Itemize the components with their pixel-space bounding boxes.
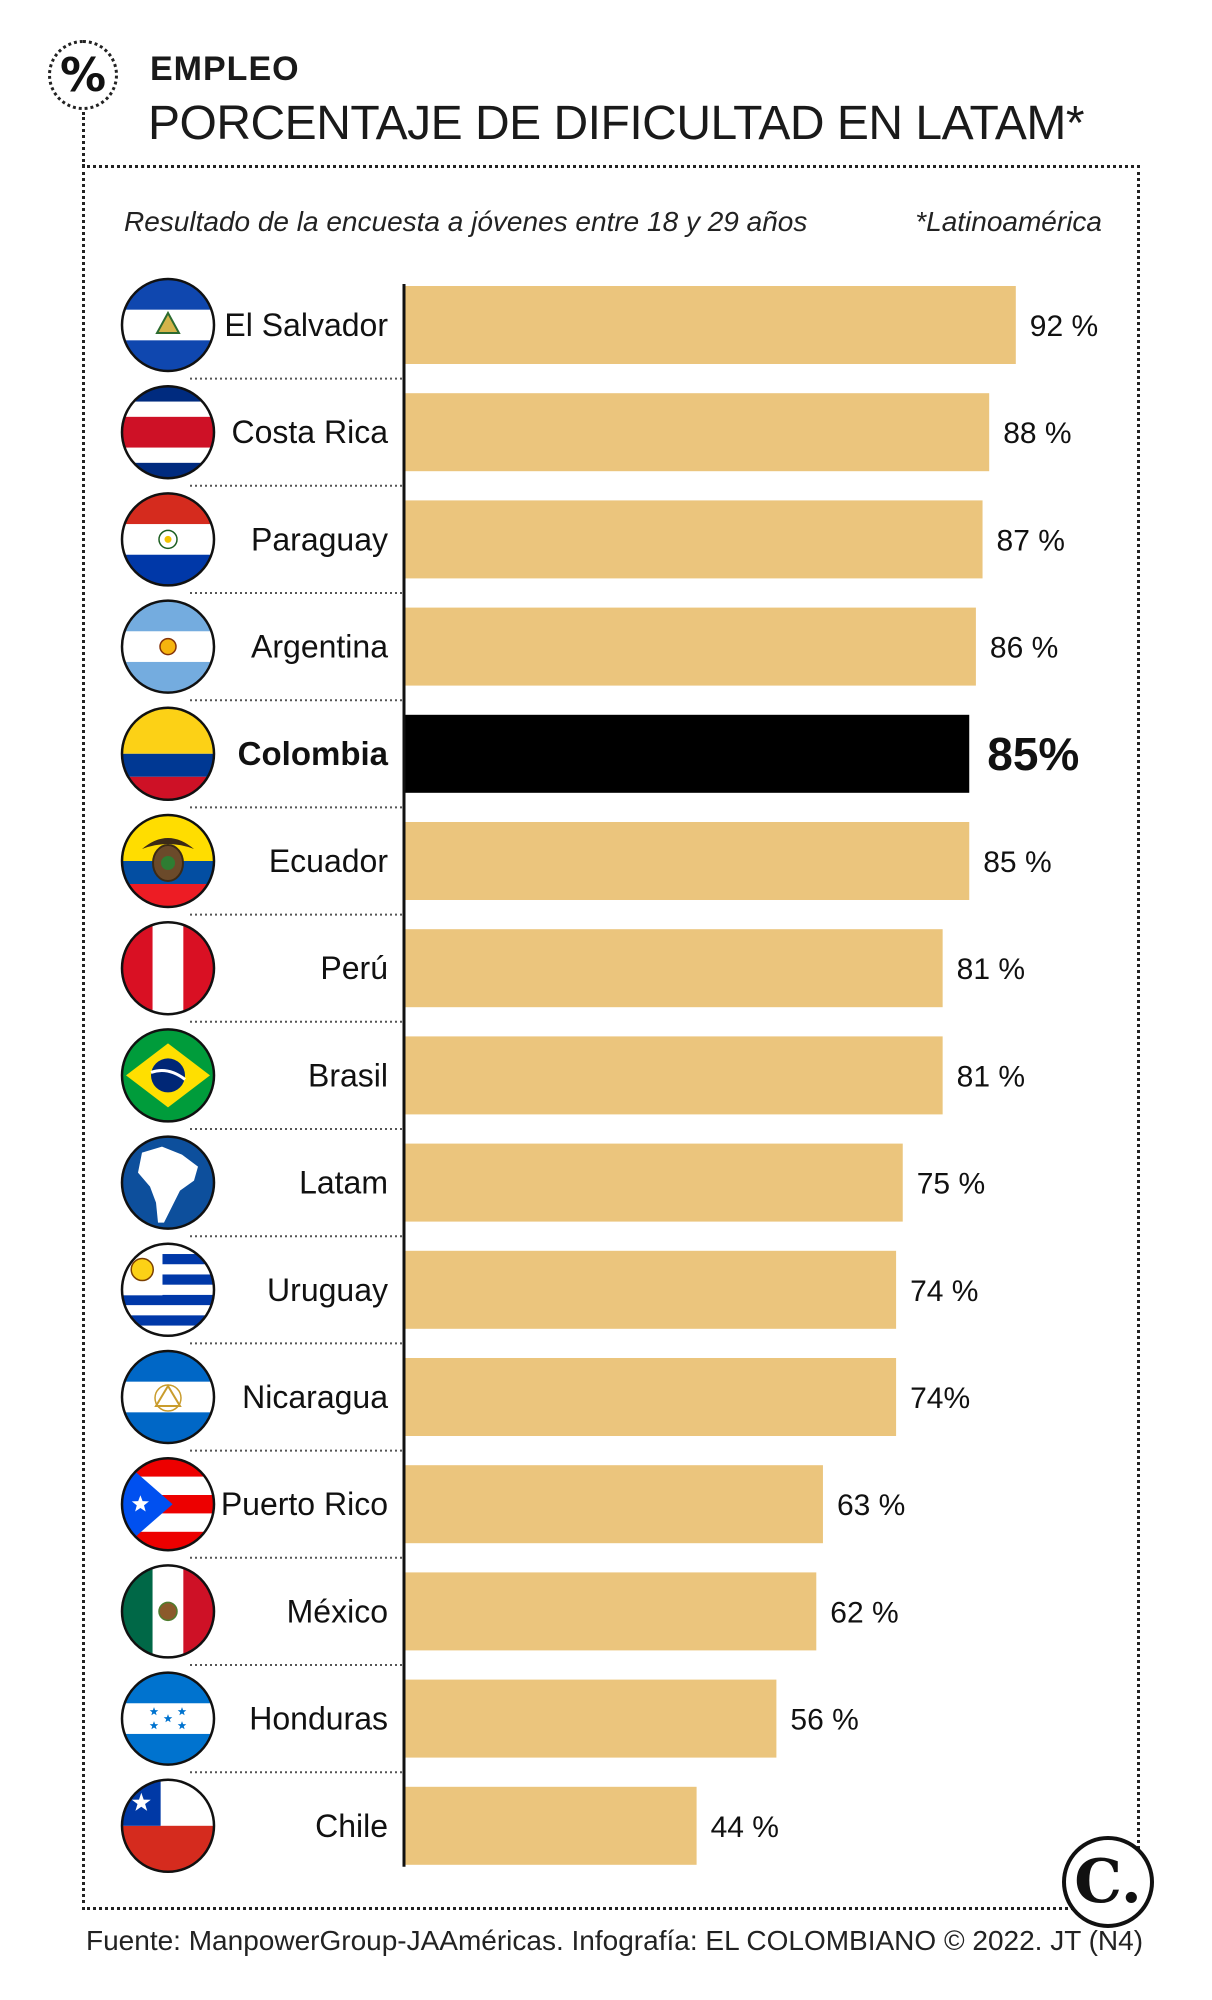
brazil-flag-icon bbox=[120, 1028, 216, 1123]
chart-title: PORCENTAJE DE DIFICULTAD EN LATAM* bbox=[148, 97, 1085, 150]
percent-icon: % bbox=[48, 40, 118, 110]
source-credit: Fuente: ManpowerGroup-JAAméricas. Infogr… bbox=[86, 1925, 1144, 1956]
category-label: Brasil bbox=[308, 1057, 388, 1093]
category-label: Paraguay bbox=[251, 521, 388, 557]
bar bbox=[404, 1143, 903, 1222]
category-label: Chile bbox=[315, 1808, 388, 1844]
chart-frame bbox=[82, 165, 1140, 1910]
honduras-flag-icon bbox=[120, 1671, 216, 1766]
logo-letter: C. bbox=[1074, 1847, 1142, 1917]
bar bbox=[404, 393, 990, 472]
costa-rica-flag-icon bbox=[120, 384, 216, 480]
bar-row-ecuador: Ecuador 85 % bbox=[120, 813, 1052, 909]
bar-row-argentina: Argentina 86 % bbox=[120, 599, 1058, 694]
bar-row-costa-rica: Costa Rica 88 % bbox=[120, 384, 1072, 480]
value-label: 85% bbox=[987, 728, 1079, 780]
percent-symbol: % bbox=[59, 48, 107, 102]
value-label: 74 % bbox=[910, 1275, 978, 1308]
bar-row-chile: Chile 44 % bbox=[120, 1778, 779, 1874]
category-label: Latam bbox=[299, 1165, 388, 1201]
value-label: 75 % bbox=[917, 1168, 985, 1201]
paraguay-flag-icon bbox=[120, 492, 216, 587]
nicaragua-flag-icon bbox=[120, 1349, 216, 1445]
bar bbox=[404, 1679, 777, 1758]
category-label: El Salvador bbox=[224, 307, 388, 343]
category-label: Costa Rica bbox=[232, 414, 389, 450]
bar-row-colombia: Colombia 85% bbox=[120, 706, 1079, 802]
bar bbox=[404, 286, 1016, 364]
category-label: Nicaragua bbox=[242, 1379, 388, 1415]
el-colombiano-logo: C. bbox=[1062, 1836, 1154, 1928]
mexico-flag-icon bbox=[120, 1564, 216, 1659]
uruguay-flag-icon bbox=[120, 1242, 216, 1338]
category-label: Ecuador bbox=[269, 843, 389, 879]
bar bbox=[404, 1465, 823, 1544]
bar-row-brasil: Brasil 81 % bbox=[120, 1028, 1025, 1123]
category-label: Colombia bbox=[238, 735, 389, 772]
bar-row-el-salvador: El Salvador 92 % bbox=[120, 277, 1098, 373]
ecuador-flag-icon bbox=[120, 813, 216, 909]
footnote: *Latinoamérica bbox=[915, 206, 1102, 237]
bar bbox=[404, 1036, 943, 1115]
chile-flag-icon bbox=[120, 1778, 216, 1874]
bar-chart: El Salvador 92 % Costa Rica 88 % Paraguay 87 … bbox=[120, 277, 1098, 1874]
value-label: 63 % bbox=[837, 1489, 905, 1522]
value-label: 44 % bbox=[711, 1811, 779, 1844]
category-label: Argentina bbox=[251, 629, 388, 665]
argentina-flag-icon bbox=[120, 599, 216, 694]
category-label: Perú bbox=[320, 950, 388, 986]
bar bbox=[404, 1358, 897, 1436]
bar-row-peru: Perú 81 % bbox=[120, 920, 1025, 1016]
value-label: 85 % bbox=[983, 846, 1051, 879]
category-label: México bbox=[287, 1593, 388, 1629]
value-label: 92 % bbox=[1030, 310, 1098, 343]
south-america-map-icon bbox=[120, 1135, 216, 1230]
colombia-flag-icon bbox=[120, 706, 216, 802]
bar bbox=[404, 607, 976, 686]
section-label: EMPLEO bbox=[150, 50, 300, 88]
bar bbox=[404, 822, 970, 900]
peru-flag-icon bbox=[120, 920, 216, 1016]
value-label: 88 % bbox=[1003, 417, 1071, 450]
bar bbox=[404, 500, 983, 579]
bar-row-honduras: Honduras 56 % bbox=[120, 1671, 859, 1766]
el-salvador-flag-icon bbox=[120, 277, 216, 373]
bar-row-uruguay: Uruguay 74 % bbox=[120, 1242, 978, 1338]
value-label: 56 % bbox=[790, 1704, 858, 1737]
category-label: Puerto Rico bbox=[221, 1486, 388, 1522]
bar-row-nicaragua: Nicaragua 74% bbox=[120, 1349, 970, 1445]
dotted-connector bbox=[82, 112, 85, 167]
value-label: 62 % bbox=[830, 1596, 898, 1629]
value-label: 86 % bbox=[990, 632, 1058, 665]
value-label: 81 % bbox=[957, 953, 1025, 986]
value-label: 81 % bbox=[957, 1060, 1025, 1093]
bar-row-paraguay: Paraguay 87 % bbox=[120, 492, 1065, 587]
bar bbox=[404, 1572, 817, 1651]
value-label: 74% bbox=[910, 1382, 970, 1415]
bar-row-puerto-rico: Puerto Rico 63 % bbox=[120, 1456, 905, 1552]
category-label: Honduras bbox=[249, 1701, 388, 1737]
bar-row-mexico: México 62 % bbox=[120, 1564, 899, 1659]
category-label: Uruguay bbox=[267, 1272, 388, 1308]
chart-subtitle: Resultado de la encuesta a jóvenes entre… bbox=[124, 206, 808, 237]
bar bbox=[404, 929, 943, 1008]
value-label: 87 % bbox=[997, 524, 1065, 557]
highlight-bar bbox=[404, 714, 970, 793]
bar bbox=[404, 1250, 897, 1329]
puerto-rico-flag-icon bbox=[120, 1456, 216, 1552]
bar-row-latam: Latam 75 % bbox=[120, 1135, 985, 1230]
bar bbox=[404, 1786, 697, 1865]
